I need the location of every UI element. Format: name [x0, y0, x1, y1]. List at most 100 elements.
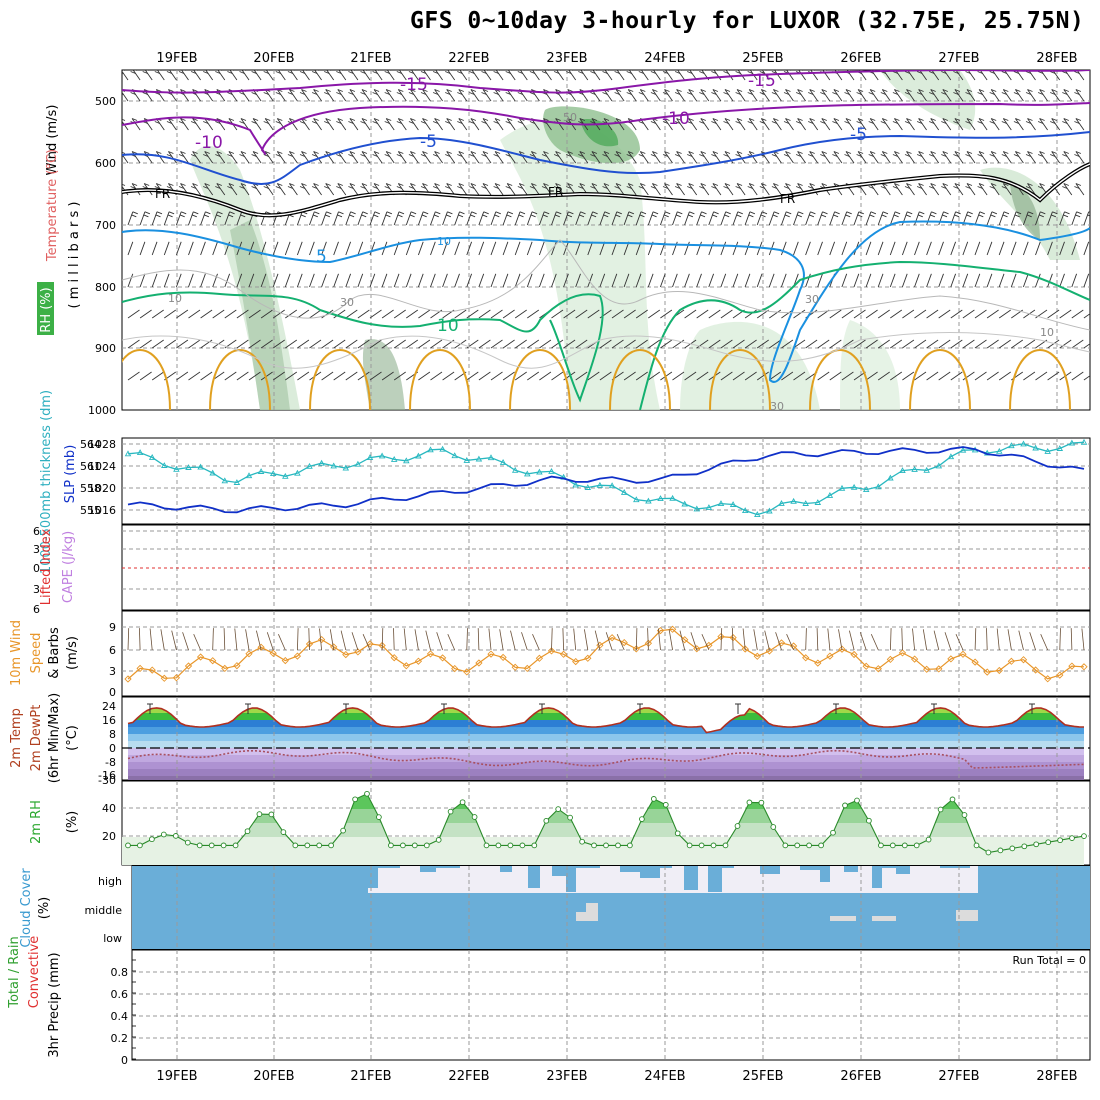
wind-barb-flag [325, 151, 331, 154]
wind-barb-flag [580, 211, 586, 215]
wind-tick-label: 3 [109, 665, 116, 678]
wind-barb-flag [328, 70, 331, 71]
wind-barb [374, 70, 383, 81]
cloud-high-bar [872, 888, 882, 893]
wind-barb [575, 339, 588, 349]
wind-barb-flag [930, 118, 936, 121]
wind-barb [518, 118, 528, 131]
wind-barb-flag [650, 186, 657, 189]
rh-point [997, 847, 1004, 854]
wind-barb [434, 151, 443, 164]
wind-barb [1047, 339, 1060, 349]
wind-barb-flag [122, 122, 124, 124]
wind-barb [180, 70, 189, 81]
wind-barb [894, 183, 903, 196]
wind-barb [635, 371, 648, 381]
wind-barb [193, 70, 201, 81]
wind-barb-flag [168, 211, 175, 215]
wind-barb-flag [1003, 211, 1010, 215]
wind-barb [664, 118, 673, 131]
rh-point [364, 790, 370, 797]
rh-legend-swatch [37, 282, 54, 335]
wind-barb-flag [471, 211, 477, 215]
wind-barb-flag [638, 92, 644, 95]
wind-barb-flag [1001, 186, 1007, 189]
wind-barb [599, 241, 606, 256]
wind-barb-flag [724, 183, 731, 186]
wind-barb-flag [408, 186, 415, 189]
wind-barb [821, 118, 831, 131]
wind-barb-flag [592, 211, 598, 215]
wind-speed-point [281, 656, 289, 665]
wind-barb-flag [372, 121, 378, 124]
wind-barb-flag [809, 89, 815, 92]
wind-barb [442, 241, 448, 256]
wind-barb-flag [434, 183, 440, 186]
wind-barb-flag [808, 154, 814, 157]
wind-barb-flag [373, 118, 380, 121]
wind-barb [168, 89, 177, 102]
wind-barb [998, 241, 1005, 256]
wind-barb [841, 309, 854, 319]
wind-barb-flag [566, 154, 572, 157]
wind-barb-flag [870, 151, 876, 154]
rh-point [208, 842, 215, 849]
wind-barb-flag [590, 71, 596, 74]
wind-barb-flag [892, 92, 899, 95]
wind-barb-flag [700, 118, 706, 121]
wind-barb-flag [868, 154, 874, 157]
wind-barb-flag [1075, 151, 1082, 154]
wind-barb-flag [324, 92, 330, 95]
wind-barb-flag [1051, 151, 1057, 154]
wind-barb-flag [663, 214, 669, 218]
wind-barb-10m [425, 630, 431, 651]
wind-barb-flag [907, 211, 913, 215]
wind-barb-flag [662, 154, 669, 157]
wind-speed-point [753, 652, 761, 660]
thickness-point [306, 462, 313, 469]
temp-band [128, 769, 1084, 776]
wind-barb-flag [227, 186, 233, 189]
wind-barb [696, 309, 709, 319]
wind-barb-flag [432, 154, 439, 157]
wind-barb [938, 371, 951, 381]
wind-barb [914, 339, 927, 349]
wind-barb [1010, 241, 1017, 256]
contour-p15 [609, 349, 671, 410]
wind-barb-flag [1025, 92, 1032, 95]
wind-barb [422, 70, 431, 81]
wind-barb [1039, 89, 1048, 102]
wind-barb [1010, 273, 1017, 288]
wind-barb-flag [360, 186, 366, 189]
wind-barb-flag [736, 89, 743, 92]
wind-barb-flag [699, 71, 705, 74]
wind-barb [1051, 118, 1061, 131]
wind-barb-flag [469, 71, 475, 74]
wind-barb [494, 183, 504, 196]
stability-tick-label: 3 [33, 583, 40, 596]
temp-axis-label: Temperature (°C) [45, 149, 60, 262]
wind-barb-flag [311, 71, 318, 74]
wind-barb [418, 339, 431, 349]
wind-barb-flag [953, 186, 959, 189]
wind-barb [623, 371, 636, 381]
rh-axis-label: RH (%) [39, 287, 54, 332]
thickness-point [487, 454, 495, 461]
wind-barb-10m [351, 632, 359, 651]
wind-barb [369, 211, 376, 226]
wind-barb [272, 371, 285, 381]
wind-barb [575, 371, 588, 381]
date-label-top: 26FEB [840, 51, 881, 66]
wind-barb [720, 339, 733, 349]
wind-barb-flag [255, 70, 259, 71]
wind-barb [321, 211, 327, 226]
wind-barb [938, 241, 944, 256]
rh-point [806, 842, 812, 849]
cloud-high-bar [940, 868, 970, 893]
wind-barb-flag [239, 92, 245, 95]
wind-barb-flag [316, 70, 319, 71]
wind-barb [434, 89, 443, 102]
wind-barb-flag [373, 89, 380, 92]
wind-barb [611, 273, 618, 288]
wind-barb [122, 70, 129, 81]
